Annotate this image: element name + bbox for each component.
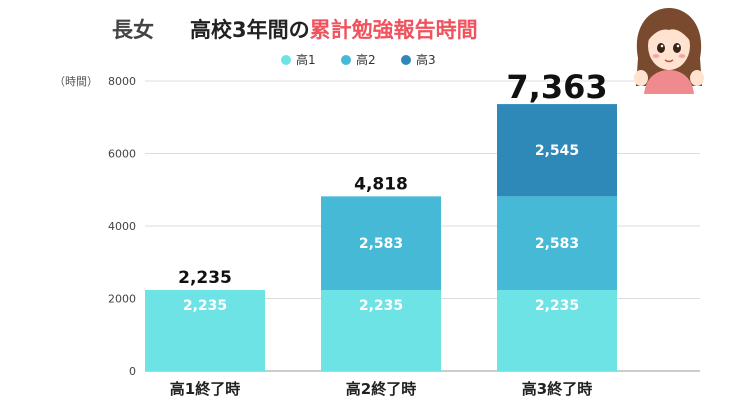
legend-label-3: 高3 xyxy=(416,52,436,67)
title-main: 高校3年間の xyxy=(190,18,310,42)
bar-segment xyxy=(497,104,617,197)
category-label: 高3終了時 xyxy=(522,380,592,398)
legend-swatch-3 xyxy=(401,55,411,65)
title-prefix: 長女 xyxy=(112,18,154,42)
legend-label-2: 高2 xyxy=(356,52,376,67)
segment-value-label: 2,235 xyxy=(183,298,227,314)
y-tick-label: 0 xyxy=(129,365,136,378)
y-axis-unit: （時間） xyxy=(54,75,98,88)
y-tick-label: 6000 xyxy=(108,148,136,161)
legend-label-1: 高1 xyxy=(296,52,316,67)
bar-segment xyxy=(321,289,441,371)
bar-segment xyxy=(145,289,265,371)
segment-value-label: 2,235 xyxy=(359,298,403,314)
segment-value-label: 2,545 xyxy=(535,143,579,159)
title-accent: 累計勉強報告時間 xyxy=(309,18,478,42)
segment-value-label: 2,583 xyxy=(359,236,403,252)
total-value-label: 7,363 xyxy=(506,68,607,106)
girl-avatar-icon xyxy=(634,8,704,94)
segment-value-label: 2,235 xyxy=(535,298,579,314)
category-label: 高2終了時 xyxy=(346,380,416,398)
y-tick-label: 2000 xyxy=(108,293,136,306)
bar-segment xyxy=(321,196,441,290)
legend-swatch-1 xyxy=(281,55,291,65)
y-tick-label: 4000 xyxy=(108,220,136,233)
segment-value-label: 2,583 xyxy=(535,236,579,252)
bar-segment xyxy=(497,196,617,290)
total-value-label: 2,235 xyxy=(178,268,232,288)
category-label: 高1終了時 xyxy=(170,380,240,398)
total-value-label: 4,818 xyxy=(354,174,408,194)
y-tick-label: 8000 xyxy=(108,75,136,88)
bar-segment xyxy=(497,289,617,371)
legend-swatch-2 xyxy=(341,55,351,65)
chart-title: 長女 高校3年間の 累計勉強報告時間 xyxy=(112,14,478,44)
